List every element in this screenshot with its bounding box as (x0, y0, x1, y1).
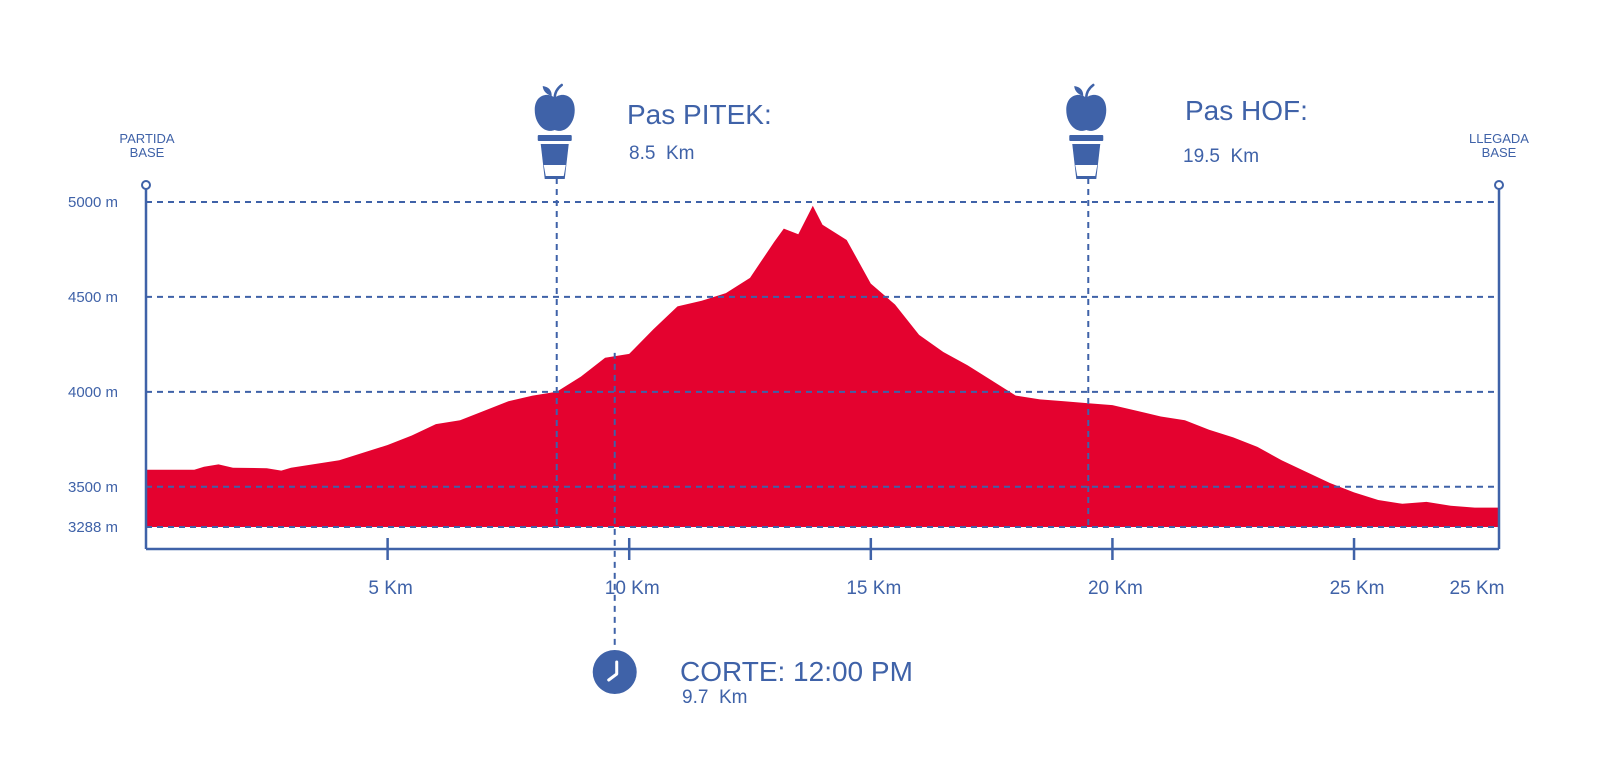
apple-stem (1085, 83, 1095, 100)
clock-face (592, 650, 637, 694)
x-tick-label: 5 Km (368, 578, 412, 599)
y-tick-label: 4500 m (68, 289, 118, 306)
apple-icon (1066, 83, 1107, 131)
x-tick-labels: 5 Km 10 Km 15 Km 20 Km 25 Km 25 Km (368, 578, 1504, 599)
start-label-line1: PARTIDA (119, 131, 174, 146)
apple-leaf (542, 86, 552, 96)
cup-liquid-gap (1075, 165, 1098, 176)
aid-station-distance: 8.5 Km (629, 143, 694, 164)
elevation-area-layer (146, 205, 1499, 528)
cutoff-distance: 9.7 Km (682, 687, 747, 708)
y-tick-label: 4000 m (68, 384, 118, 401)
x-tick-label: 20 Km (1088, 578, 1143, 599)
x-tick-label: 15 Km (846, 578, 901, 599)
y-tick-label: 3500 m (68, 479, 118, 496)
clock-icon (592, 650, 637, 694)
x-tick-label: 25 Km (1450, 578, 1505, 599)
cup-rim (1069, 135, 1104, 141)
aid-station-pitek: Pas PITEK: 8.5 Km (627, 99, 772, 164)
elevation-area (146, 205, 1499, 528)
cup-icon (1069, 135, 1104, 179)
aid-station-name: Pas PITEK: (627, 99, 772, 130)
apple-icon (534, 83, 575, 131)
cutoff-label: CORTE: 12:00 PM (680, 656, 913, 687)
y-tick-label: 5000 m (68, 194, 118, 211)
apple-body (1066, 94, 1107, 131)
cutoff-marker: CORTE: 12:00 PM 9.7 Km (592, 650, 913, 708)
aid-station-hof: Pas HOF: 19.5 Km (1183, 95, 1308, 167)
cup-icon (537, 135, 572, 179)
apple-leaf (1074, 86, 1084, 96)
start-label-line2: BASE (130, 145, 165, 160)
apple-stem (553, 83, 563, 100)
end-label-line2: BASE (1482, 145, 1517, 160)
end-label-line1: LLEGADA (1469, 131, 1529, 146)
grid-lines (146, 178, 1499, 648)
end-pin-icon (1494, 180, 1504, 190)
y-tick-labels: 5000 m 4500 m 4000 m 3500 m 3288 m (68, 194, 118, 536)
x-tick-label: 10 Km (605, 578, 660, 599)
x-tick-label: 25 Km (1330, 578, 1385, 599)
axes (141, 180, 1504, 560)
apple-body (534, 94, 575, 131)
aid-station-distance: 19.5 Km (1183, 146, 1259, 167)
aid-station-name: Pas HOF: (1185, 95, 1308, 126)
cup-liquid-gap (543, 165, 566, 176)
y-tick-label: 3288 m (68, 519, 118, 536)
start-end-markers: PARTIDA BASE LLEGADA BASE (119, 131, 1529, 160)
aid-stations: Pas PITEK: 8.5 Km Pas HOF: 19.5 Km (534, 83, 1308, 179)
cup-rim (537, 135, 572, 141)
clock-hands (607, 660, 619, 682)
start-pin-icon (141, 180, 151, 190)
